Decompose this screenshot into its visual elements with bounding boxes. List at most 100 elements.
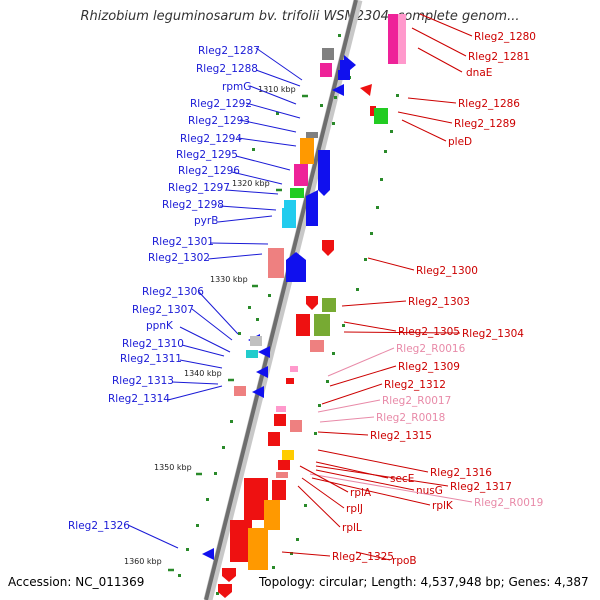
gene-block[interactable] bbox=[282, 208, 296, 228]
gene-label[interactable]: rpoB bbox=[392, 555, 417, 567]
gene-block[interactable] bbox=[264, 500, 280, 530]
gene-label[interactable]: rplK bbox=[432, 500, 454, 512]
gene-block[interactable] bbox=[248, 528, 268, 570]
gene-arrow[interactable] bbox=[256, 366, 268, 378]
gene-block[interactable] bbox=[276, 472, 288, 478]
gene-label[interactable]: Rleg2_1287 bbox=[198, 45, 260, 57]
label-connector bbox=[231, 171, 283, 185]
gene-label[interactable]: Rleg2_1301 bbox=[152, 236, 214, 248]
gene-label[interactable]: Rleg2_1292 bbox=[190, 98, 252, 110]
label-connector bbox=[315, 465, 449, 487]
label-connector bbox=[317, 449, 429, 473]
gene-label[interactable]: Rleg2_1296 bbox=[178, 165, 240, 177]
gene-block[interactable] bbox=[278, 460, 290, 470]
gene-label[interactable]: Rleg2_1294 bbox=[180, 133, 242, 145]
gene-arrow[interactable] bbox=[306, 190, 318, 226]
gene-block[interactable] bbox=[314, 314, 330, 336]
gene-block[interactable] bbox=[246, 350, 258, 358]
gene-label[interactable]: dnaE bbox=[466, 67, 492, 79]
gene-block[interactable] bbox=[268, 248, 284, 278]
gene-label[interactable]: Rleg2_1307 bbox=[132, 304, 194, 316]
gene-label[interactable]: Rleg2_1302 bbox=[148, 252, 210, 264]
gene-label[interactable]: Rleg2_1305 bbox=[398, 326, 460, 338]
gene-label[interactable]: Rleg2_1286 bbox=[458, 98, 520, 110]
gene-block[interactable] bbox=[268, 432, 280, 446]
gene-arrow[interactable] bbox=[306, 296, 318, 310]
gene-label[interactable]: Rleg2_1300 bbox=[416, 265, 478, 277]
gene-block[interactable] bbox=[290, 188, 304, 198]
gene-block[interactable] bbox=[290, 420, 302, 432]
gene-label[interactable]: Rleg2_1309 bbox=[398, 361, 460, 373]
gene-block[interactable] bbox=[374, 108, 388, 124]
gene-label[interactable]: Rleg2_1310 bbox=[122, 338, 184, 350]
gene-label[interactable]: Rleg2_1293 bbox=[188, 115, 250, 127]
gene-label[interactable]: Rleg2_1306 bbox=[142, 286, 204, 298]
gene-arrow[interactable] bbox=[322, 240, 334, 256]
gene-block[interactable] bbox=[294, 164, 308, 186]
gene-block[interactable] bbox=[320, 63, 332, 77]
gene-arrow[interactable] bbox=[286, 252, 306, 282]
gene-arrow[interactable] bbox=[318, 150, 330, 196]
gene-label[interactable]: nusG bbox=[416, 485, 443, 497]
gene-label[interactable]: Rleg2_1289 bbox=[454, 118, 516, 130]
scale-ticks: 1310 kbp 1320 kbp 1330 kbp 1340 kbp 1350 kbp… bbox=[124, 85, 308, 572]
gene-block[interactable] bbox=[290, 366, 298, 372]
gene-block[interactable] bbox=[234, 386, 246, 396]
left-labels: Rleg2_1287 Rleg2_1288 rpmG Rleg2_1292 Rleg2_… bbox=[68, 45, 303, 549]
gene-block[interactable] bbox=[250, 336, 262, 346]
gene-label[interactable]: Rleg2_R0019 bbox=[474, 497, 543, 509]
gene-label[interactable]: Rleg2_1316 bbox=[430, 467, 492, 479]
gene-label[interactable]: Rleg2_R0018 bbox=[376, 412, 445, 424]
marker-dot bbox=[272, 566, 275, 569]
gene-block[interactable] bbox=[230, 520, 252, 562]
gene-label[interactable]: Rleg2_1313 bbox=[112, 375, 174, 387]
gene-label[interactable]: pleD bbox=[448, 136, 472, 148]
gene-label[interactable]: Rleg2_1304 bbox=[462, 328, 524, 340]
gene-label[interactable]: rpmG bbox=[222, 81, 251, 93]
accession-text: Accession: NC_011369 bbox=[8, 575, 145, 589]
gene-label[interactable]: pyrB bbox=[194, 215, 218, 227]
gene-block[interactable] bbox=[322, 298, 336, 312]
gene-label[interactable]: Rleg2_R0016 bbox=[396, 343, 466, 355]
gene-block[interactable] bbox=[286, 378, 294, 384]
gene-label[interactable]: Rleg2_1311 bbox=[120, 353, 182, 365]
right-labels: Rleg2_1280 Rleg2_1281 dnaE Rleg2_1286 Rleg2_… bbox=[281, 13, 543, 567]
gene-block[interactable] bbox=[274, 414, 286, 426]
gene-block[interactable] bbox=[322, 48, 334, 60]
gene-label[interactable]: Rleg2_1303 bbox=[408, 296, 470, 308]
gene-label[interactable]: Rleg2_1280 bbox=[474, 31, 536, 43]
gene-label[interactable]: rplL bbox=[342, 522, 362, 534]
gene-label[interactable]: Rleg2_1298 bbox=[162, 199, 224, 211]
gene-arrow[interactable] bbox=[360, 84, 372, 96]
gene-block[interactable] bbox=[276, 406, 286, 412]
gene-block[interactable] bbox=[306, 132, 318, 138]
gene-arrow[interactable] bbox=[252, 386, 264, 398]
gene-label[interactable]: Rleg2_R0017 bbox=[382, 395, 451, 407]
gene-label[interactable]: Rleg2_1315 bbox=[370, 430, 432, 442]
gene-label[interactable]: Rleg2_1326 bbox=[68, 520, 130, 532]
gene-label[interactable]: Rleg2_1288 bbox=[196, 63, 258, 75]
gene-arrow[interactable] bbox=[332, 84, 344, 96]
gene-arrow[interactable] bbox=[338, 70, 350, 80]
gene-label[interactable]: Rleg2_1314 bbox=[108, 393, 170, 405]
gene-arrow[interactable] bbox=[222, 568, 236, 582]
gene-arrow[interactable] bbox=[202, 548, 214, 560]
gene-block[interactable] bbox=[296, 314, 310, 336]
gene-block[interactable] bbox=[282, 450, 294, 460]
gene-label[interactable]: Rleg2_1325 bbox=[332, 551, 394, 563]
gene-block[interactable] bbox=[310, 340, 324, 352]
gene-label[interactable]: Rleg2_1317 bbox=[450, 481, 512, 493]
gene-label[interactable]: ppnK bbox=[146, 320, 174, 332]
gene-label[interactable]: Rleg2_1281 bbox=[468, 51, 530, 63]
gene-arrow[interactable] bbox=[258, 346, 270, 358]
gene-label[interactable]: Rleg2_1297 bbox=[168, 182, 230, 194]
gene-block[interactable] bbox=[398, 14, 406, 64]
gene-label[interactable]: Rleg2_1295 bbox=[176, 149, 238, 161]
gene-block[interactable] bbox=[284, 200, 296, 208]
gene-block[interactable] bbox=[300, 138, 314, 164]
gene-block[interactable] bbox=[272, 480, 286, 500]
gene-arrow[interactable] bbox=[218, 584, 232, 598]
gene-label[interactable]: Rleg2_1312 bbox=[384, 379, 446, 391]
gene-label[interactable]: rplJ bbox=[346, 503, 363, 515]
gene-block[interactable] bbox=[370, 106, 376, 116]
